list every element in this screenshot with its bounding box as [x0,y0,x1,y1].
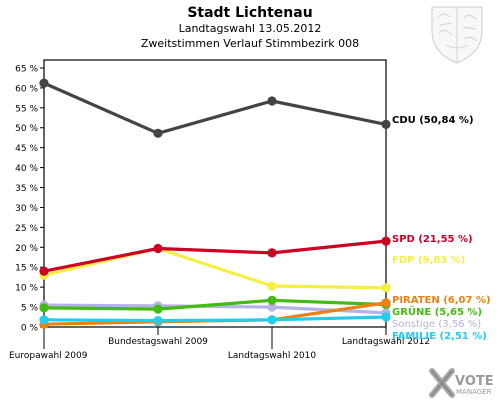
data-point-grüne [153,304,163,314]
x-category-label: Europawahl 2009 [9,351,88,361]
x-category-label: Landtagswahl 2012 [342,337,430,347]
series-line-spd [43,239,387,273]
series-label-sonstige: Sonstige (3,56 %) [392,319,481,330]
series-line-familie [43,315,387,323]
data-point-spd [381,236,391,246]
series-layer [39,78,391,329]
series-label-fdp: FDP (9,83 %) [392,255,465,266]
data-point-cdu [39,78,49,88]
y-tick-label: 15 % [15,264,38,274]
axes: 0 % 5 % 10 % 15 % 20 % 25 % 30 % 35 % 40 % 45 % 50… [9,59,430,361]
data-point-familie [381,312,391,322]
y-tick-label: 25 % [15,224,38,234]
y-tick-label: 0 % [21,324,39,334]
chart-subtitle-line-2: Zweitstimmen Verlauf Stimmbezirk 008 [141,37,359,50]
logo-manager-text: MANAGER [456,388,492,396]
y-tick-label: 35 % [15,184,38,194]
y-tick-label: 30 % [15,204,38,214]
x-category-label: Bundestagswahl 2009 [108,337,208,347]
vote-manager-x-icon [429,368,455,398]
y-tick-label: 65 % [15,64,38,74]
data-point-piraten [381,298,391,308]
series-line-cdu [43,81,387,135]
y-tick-label: 10 % [15,284,38,294]
series-label-spd: SPD (21,55 %) [392,234,473,245]
series-label-familie: FAMILIE (2,51 %) [392,331,487,342]
data-point-familie [153,316,163,326]
data-point-grüne [39,303,49,313]
y-tick-label: 45 % [15,144,38,154]
y-tick-label: 5 % [21,304,39,314]
series-label-piraten: PIRATEN (6,07 %) [392,295,491,306]
series-label-grüne: GRÜNE (5,65 %) [392,304,482,318]
data-point-familie [267,315,277,325]
data-point-cdu [153,128,163,138]
series-labels: Sonstige (3,56 %)GRÜNE (5,65 %)PIRATEN (… [392,115,491,342]
data-point-cdu [381,119,391,129]
plot-frame [43,59,387,328]
data-point-sonstige [267,302,277,312]
data-point-fdp [381,283,391,293]
y-tick-label: 60 % [15,84,38,94]
data-point-spd [39,266,49,276]
logo-vote-text: VOTE [455,374,494,389]
y-tick-label: 50 % [15,124,38,134]
data-point-fdp [267,281,277,291]
coat-of-arms-icon [431,6,483,64]
data-point-cdu [267,96,277,106]
series-line-grüne [43,298,387,311]
y-tick-label: 55 % [15,104,38,114]
x-category-label: Landtagswahl 2010 [228,351,317,361]
data-point-grüne [267,295,277,305]
chart-title: Stadt Lichtenau [187,5,312,21]
data-point-spd [267,248,277,258]
series-line-fdp [43,246,387,290]
data-point-familie [39,315,49,325]
y-tick-label: 20 % [15,244,38,254]
vote-manager-logo: VOTE MANAGER [429,368,494,398]
data-point-spd [153,243,163,254]
chart-subtitle-line-1: Landtagswahl 13.05.2012 [179,22,322,35]
y-tick-label: 40 % [15,164,38,174]
series-label-cdu: CDU (50,84 %) [392,115,474,126]
